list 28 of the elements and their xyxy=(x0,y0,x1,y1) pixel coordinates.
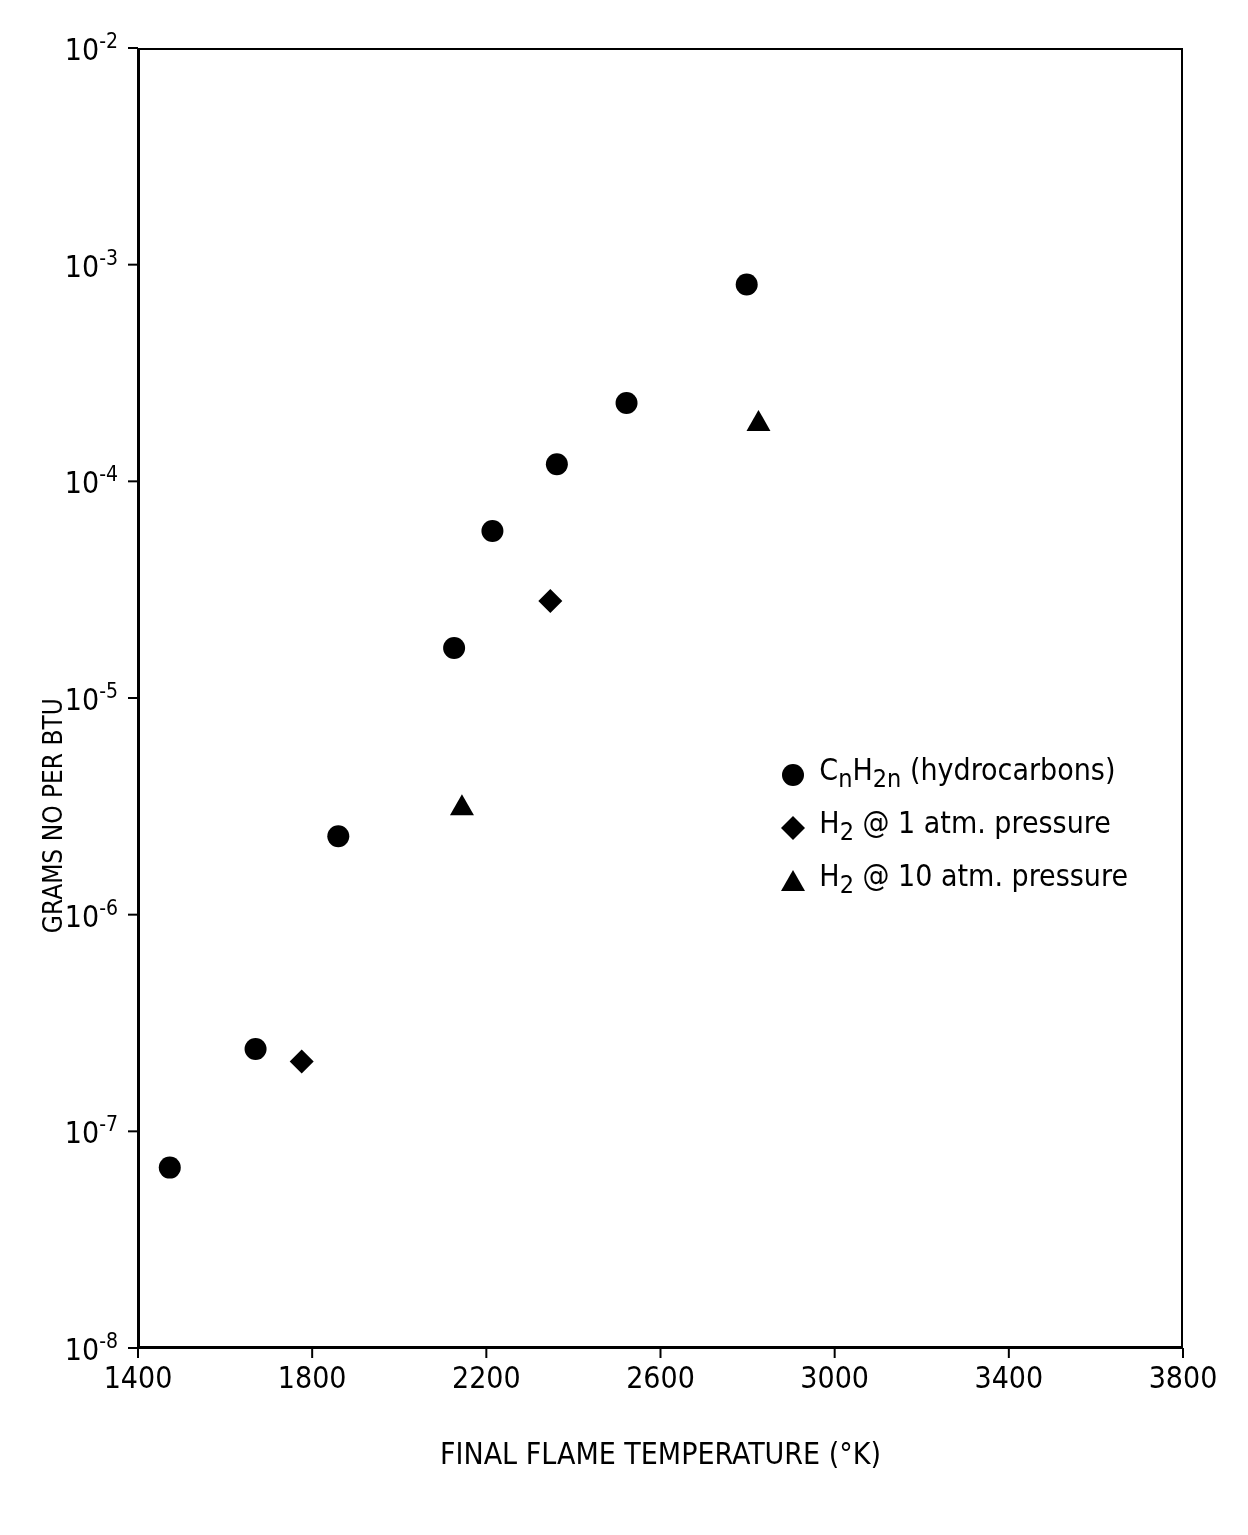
x-axis-title: FINAL FLAME TEMPERATURE (°K) xyxy=(439,1436,882,1472)
point xyxy=(158,1156,181,1179)
y-tick-label: 10$^{-6}$ xyxy=(64,895,118,934)
point xyxy=(746,409,771,431)
point xyxy=(443,637,466,660)
x-tick-label: 3000 xyxy=(800,1360,869,1395)
y-tick-label: 10$^{-5}$ xyxy=(64,679,118,717)
x-tick-label: 2200 xyxy=(452,1360,521,1395)
x-tick-label: 1800 xyxy=(277,1360,347,1395)
point xyxy=(289,1049,314,1074)
point xyxy=(327,825,350,848)
point xyxy=(538,589,563,614)
point xyxy=(735,273,758,296)
point xyxy=(481,519,504,542)
point xyxy=(244,1037,267,1060)
y-tick-label: 10$^{-3}$ xyxy=(64,245,118,284)
legend-label: C$_{n}$H$_{2n}$ (hydrocarbons) xyxy=(819,751,1116,795)
y-tick-label: 10$^{-4}$ xyxy=(64,462,118,501)
point xyxy=(615,391,638,414)
x-tick-label: 3400 xyxy=(974,1360,1044,1395)
y-tick-label: 10$^{-2}$ xyxy=(64,29,118,67)
legend-label: H$_{2}$ @ 1 atm. pressure xyxy=(819,804,1111,848)
point xyxy=(545,453,568,476)
x-tick-label: 2600 xyxy=(626,1360,695,1395)
legend-label: H$_{2}$ @ 10 atm. pressure xyxy=(819,857,1128,901)
x-tick-label: 3800 xyxy=(1148,1360,1218,1395)
y-tick-label: 10$^{-7}$ xyxy=(64,1112,118,1151)
point xyxy=(449,794,474,816)
